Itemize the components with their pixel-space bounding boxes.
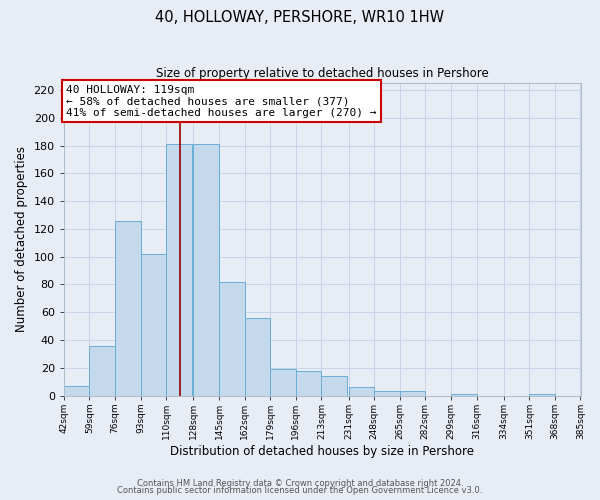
Bar [374, 392, 400, 396]
Title: Size of property relative to detached houses in Pershore: Size of property relative to detached ho… [156, 68, 488, 80]
Bar [166, 144, 192, 396]
Bar [115, 220, 140, 396]
X-axis label: Distribution of detached houses by size in Pershore: Distribution of detached houses by size … [170, 444, 474, 458]
Bar [400, 392, 425, 396]
Text: Contains public sector information licensed under the Open Government Licence v3: Contains public sector information licen… [118, 486, 482, 495]
Bar [245, 318, 270, 396]
Bar [451, 394, 476, 396]
Bar [322, 376, 347, 396]
Bar [529, 394, 555, 396]
Bar [89, 346, 115, 396]
Bar [64, 386, 89, 396]
Text: 40 HOLLOWAY: 119sqm
← 58% of detached houses are smaller (377)
41% of semi-detac: 40 HOLLOWAY: 119sqm ← 58% of detached ho… [67, 84, 377, 118]
Bar [270, 369, 296, 396]
Text: Contains HM Land Registry data © Crown copyright and database right 2024.: Contains HM Land Registry data © Crown c… [137, 478, 463, 488]
Y-axis label: Number of detached properties: Number of detached properties [15, 146, 28, 332]
Bar [349, 388, 374, 396]
Bar [219, 282, 245, 396]
Bar [193, 144, 219, 396]
Text: 40, HOLLOWAY, PERSHORE, WR10 1HW: 40, HOLLOWAY, PERSHORE, WR10 1HW [155, 10, 445, 25]
Bar [296, 370, 322, 396]
Bar [140, 254, 166, 396]
